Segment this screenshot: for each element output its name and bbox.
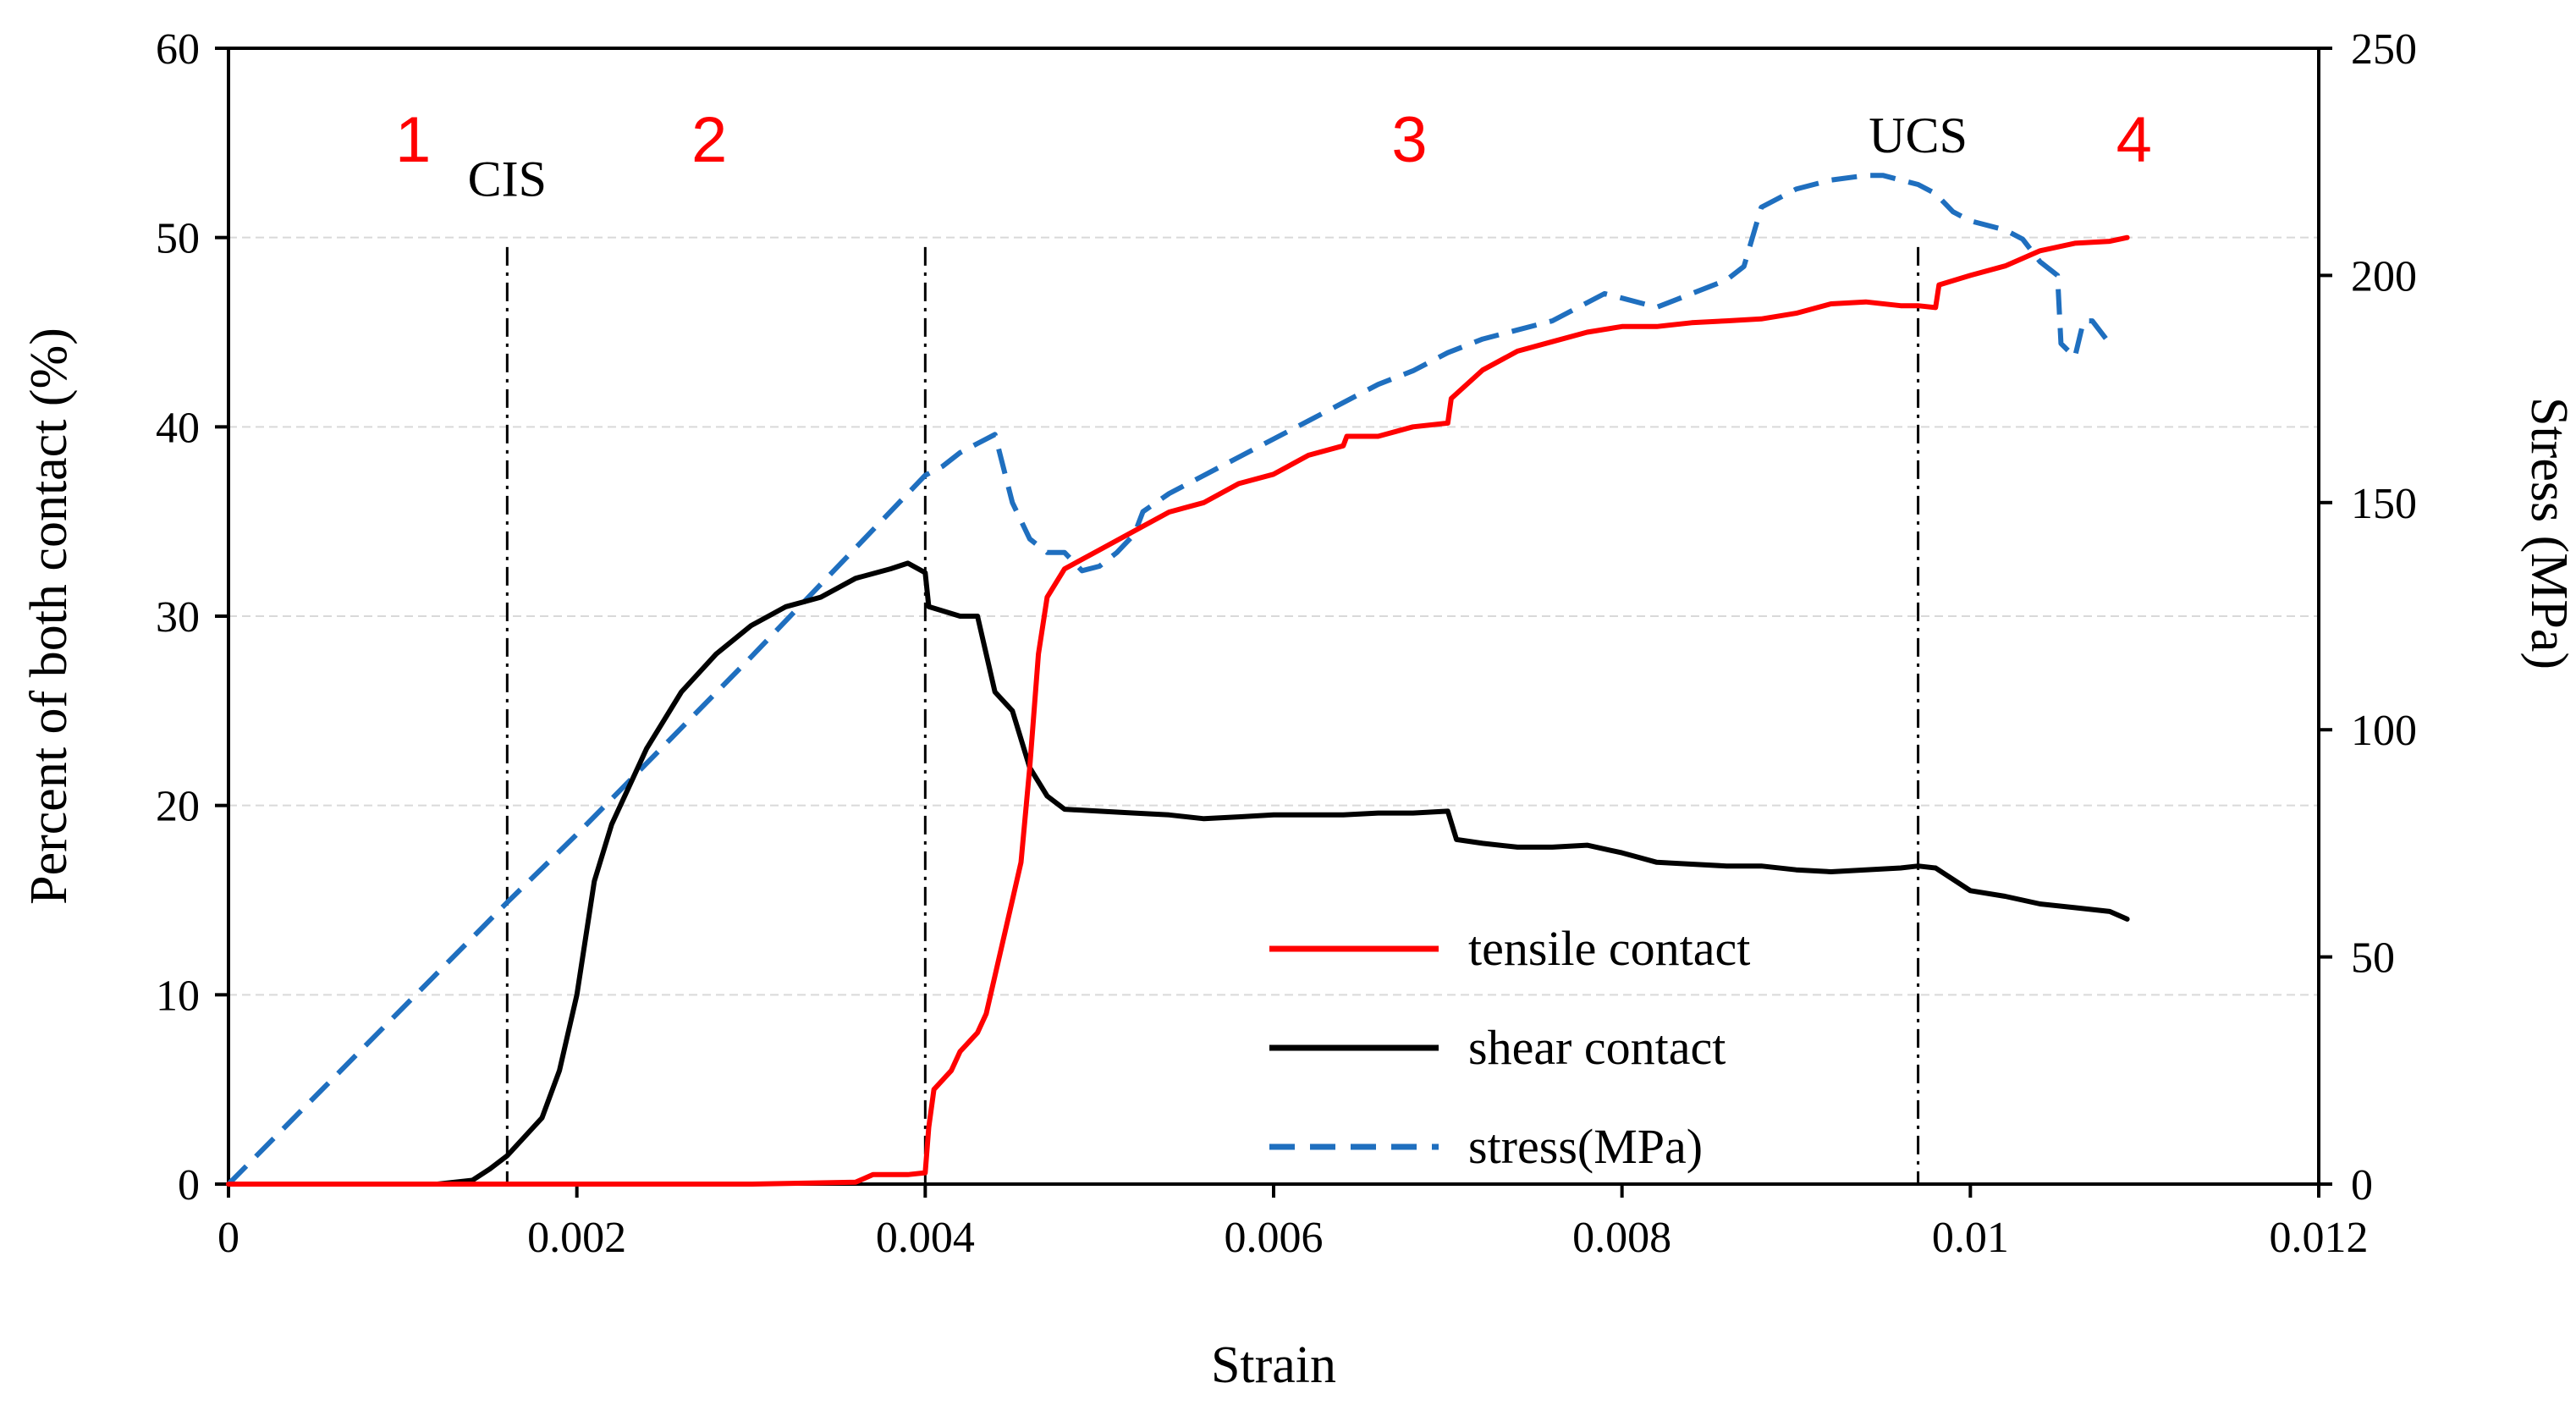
legend-label-stress: stress(MPa): [1468, 1119, 1703, 1174]
data-series: [226, 173, 2130, 1187]
marker-lines: CIS UCS: [468, 107, 1968, 1184]
legend-label-shear-contact: shear contact: [1468, 1020, 1726, 1075]
marker-label-ucs: UCS: [1869, 107, 1968, 163]
grid-lines: [228, 236, 2319, 996]
left-y-tick-label-4: 40: [156, 404, 200, 452]
stage-label-1: 1: [395, 104, 431, 176]
right-y-axis-title: Stress (MPa): [2520, 397, 2576, 669]
stage-label-3: 3: [1391, 104, 1427, 176]
legend-label-tensile-contact: tensile contact: [1468, 921, 1750, 976]
stage-labels: 1 2 3 4: [395, 104, 2152, 176]
series-line-tensile-contact: [226, 234, 2130, 1187]
left-y-tick-label-3: 30: [156, 593, 200, 642]
right-y-tick-label-1: 50: [2351, 934, 2395, 983]
x-tick-label-1: 0.002: [527, 1214, 626, 1262]
right-y-tick-label-3: 150: [2351, 480, 2417, 528]
stage-label-2: 2: [691, 104, 727, 176]
legend: tensile contact shear contact stress(MPa…: [1269, 921, 1750, 1174]
right-y-tick-label-5: 250: [2351, 25, 2417, 74]
right-y-tick-label-2: 100: [2351, 707, 2417, 755]
left-y-tick-label-1: 10: [156, 972, 200, 1020]
x-tick-label-3: 0.006: [1225, 1214, 1324, 1262]
stage-label-4: 4: [2116, 104, 2152, 176]
right-y-tick-label-4: 200: [2351, 252, 2417, 300]
x-tick-label-5: 0.01: [1932, 1214, 2009, 1262]
left-y-tick-label-2: 20: [156, 783, 200, 831]
left-y-tick-label-6: 60: [156, 25, 200, 74]
x-tick-label-0: 0: [217, 1214, 239, 1262]
marker-label-cis: CIS: [468, 151, 547, 207]
x-tick-label-6: 0.012: [2270, 1214, 2369, 1262]
series-line-shear-contact: [226, 560, 2130, 1187]
left-y-tick-label-5: 50: [156, 215, 200, 263]
x-axis-title: Strain: [1211, 1336, 1336, 1394]
x-axis-ticks: 0 0.002 0.004 0.006 0.008 0.01 0.012: [217, 1184, 2369, 1262]
left-y-axis-ticks: 0 10 20 30 40 50 60: [156, 25, 228, 1209]
right-y-axis-ticks: 0 50 100 150 200 250: [2319, 25, 2417, 1209]
left-y-axis-title: Percent of both contact (%): [20, 328, 78, 905]
right-y-tick-label-0: 0: [2351, 1161, 2373, 1209]
x-tick-label-2: 0.004: [876, 1214, 975, 1262]
left-y-tick-label-0: 0: [178, 1161, 200, 1209]
x-tick-label-4: 0.008: [1572, 1214, 1671, 1262]
